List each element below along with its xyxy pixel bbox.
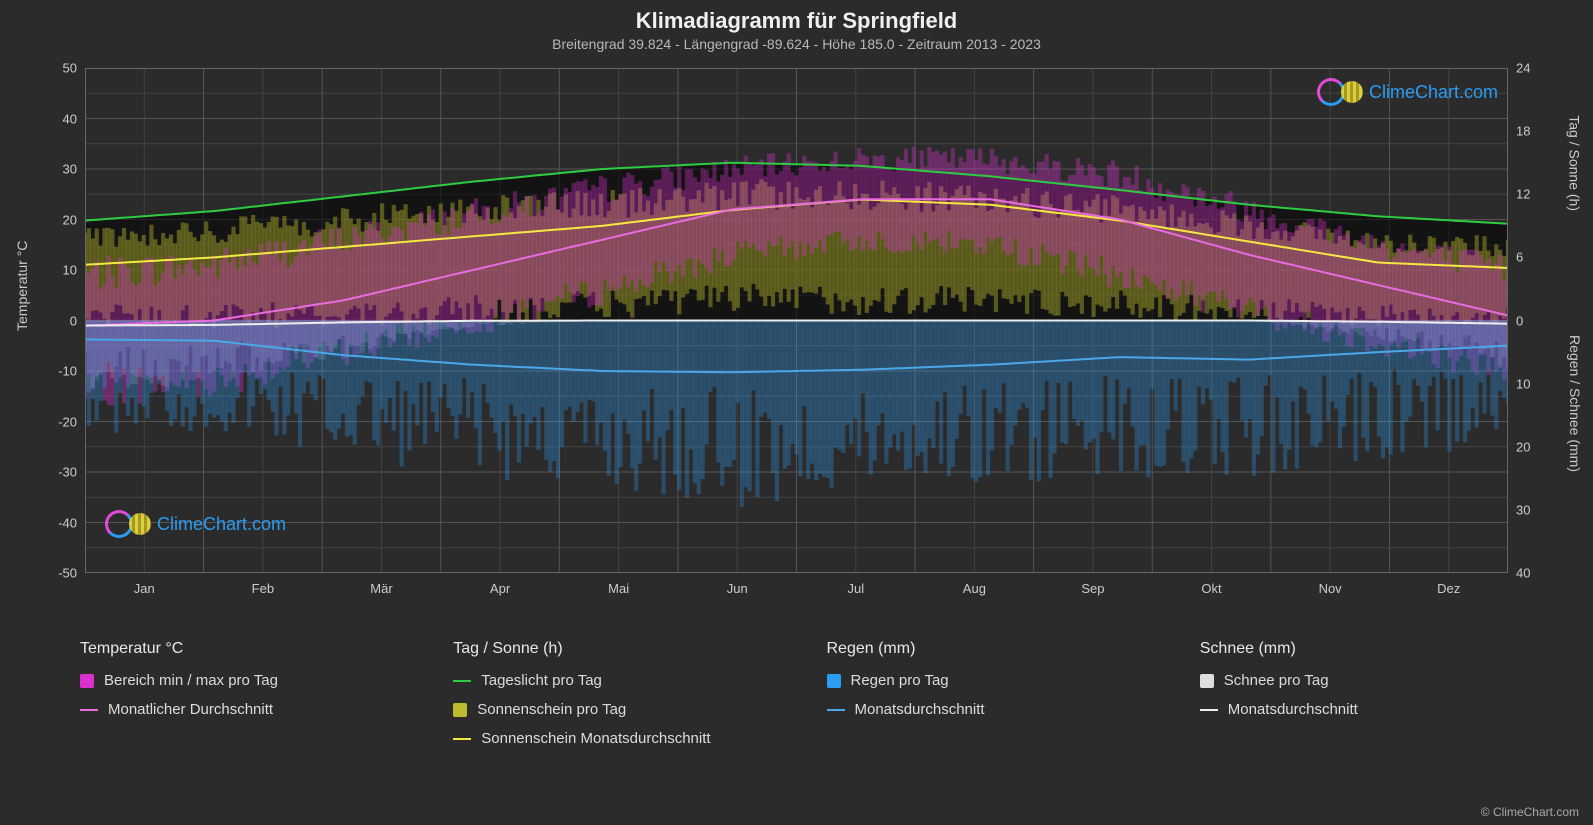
legend-column: Tag / Sonne (h) Tageslicht pro Tag Sonnens… bbox=[453, 640, 786, 759]
axis-tick: 50 bbox=[37, 61, 77, 76]
axis-tick: -50 bbox=[37, 566, 77, 581]
legend-item: Schnee pro Tag bbox=[1200, 672, 1533, 689]
axis-tick: 40 bbox=[37, 111, 77, 126]
legend-item: Bereich min / max pro Tag bbox=[80, 672, 413, 689]
chart-area: ClimeChart.com ClimeChart.com -50-40-30-… bbox=[30, 58, 1563, 603]
legend-column: Temperatur °C Bereich min / max pro Tag Mo… bbox=[80, 640, 413, 759]
legend-swatch bbox=[80, 709, 98, 711]
axis-tick: 40 bbox=[1516, 566, 1556, 581]
axis-tick: 10 bbox=[37, 263, 77, 278]
legend-title: Tag / Sonne (h) bbox=[453, 640, 786, 658]
axis-tick: -40 bbox=[37, 515, 77, 530]
legend-swatch bbox=[1200, 674, 1214, 688]
axis-tick: 0 bbox=[37, 313, 77, 328]
legend-item: Monatsdurchschnitt bbox=[827, 701, 1160, 718]
legend-column: Regen (mm) Regen pro Tag Monatsdurchschnit… bbox=[827, 640, 1160, 759]
legend-label: Sonnenschein pro Tag bbox=[477, 701, 626, 718]
legend-swatch bbox=[453, 738, 471, 740]
axis-tick: 30 bbox=[1516, 502, 1556, 517]
axis-tick: Dez bbox=[1437, 581, 1460, 596]
axis-tick: 6 bbox=[1516, 250, 1556, 265]
axis-tick: 18 bbox=[1516, 124, 1556, 139]
axis-tick: Nov bbox=[1319, 581, 1342, 596]
legend-label: Tageslicht pro Tag bbox=[481, 672, 602, 689]
axis-tick: Jul bbox=[847, 581, 864, 596]
legend-item: Tageslicht pro Tag bbox=[453, 672, 786, 689]
axis-tick: Jun bbox=[727, 581, 748, 596]
axis-tick: Feb bbox=[252, 581, 274, 596]
axis-tick: -10 bbox=[37, 364, 77, 379]
legend-column: Schnee (mm) Schnee pro Tag Monatsdurchschn… bbox=[1200, 640, 1533, 759]
axis-tick: Okt bbox=[1201, 581, 1221, 596]
legend-swatch bbox=[1200, 709, 1218, 711]
axis-tick: 20 bbox=[37, 212, 77, 227]
axis-label-left: Temperatur °C bbox=[14, 240, 30, 330]
axis-tick: Apr bbox=[490, 581, 510, 596]
plot-area: ClimeChart.com ClimeChart.com -50-40-30-… bbox=[85, 68, 1508, 573]
legend: Temperatur °C Bereich min / max pro Tag Mo… bbox=[80, 640, 1533, 759]
axis-tick: -30 bbox=[37, 465, 77, 480]
legend-label: Monatsdurchschnitt bbox=[1228, 701, 1358, 718]
legend-label: Bereich min / max pro Tag bbox=[104, 672, 278, 689]
legend-label: Regen pro Tag bbox=[851, 672, 949, 689]
legend-label: Sonnenschein Monatsdurchschnitt bbox=[481, 730, 710, 747]
axis-tick: 30 bbox=[37, 162, 77, 177]
legend-swatch bbox=[827, 709, 845, 711]
legend-title: Schnee (mm) bbox=[1200, 640, 1533, 658]
legend-item: Regen pro Tag bbox=[827, 672, 1160, 689]
axis-tick: Mai bbox=[608, 581, 629, 596]
axis-tick: Mär bbox=[370, 581, 392, 596]
legend-item: Sonnenschein Monatsdurchschnitt bbox=[453, 730, 786, 747]
legend-swatch bbox=[80, 674, 94, 688]
chart-title: Klimadiagramm für Springfield bbox=[0, 8, 1593, 34]
legend-item: Sonnenschein pro Tag bbox=[453, 701, 786, 718]
axis-label-right-bot: Regen / Schnee (mm) bbox=[1567, 335, 1583, 472]
axis-tick: Sep bbox=[1081, 581, 1104, 596]
axis-tick: 20 bbox=[1516, 439, 1556, 454]
legend-swatch bbox=[453, 703, 467, 717]
axis-tick: -20 bbox=[37, 414, 77, 429]
legend-label: Monatlicher Durchschnitt bbox=[108, 701, 273, 718]
axis-tick: 24 bbox=[1516, 61, 1556, 76]
legend-item: Monatlicher Durchschnitt bbox=[80, 701, 413, 718]
axis-tick: Aug bbox=[963, 581, 986, 596]
axis-tick: 0 bbox=[1516, 313, 1556, 328]
legend-swatch bbox=[453, 680, 471, 682]
axis-tick: 10 bbox=[1516, 376, 1556, 391]
legend-label: Schnee pro Tag bbox=[1224, 672, 1329, 689]
legend-title: Regen (mm) bbox=[827, 640, 1160, 658]
legend-item: Monatsdurchschnitt bbox=[1200, 701, 1533, 718]
legend-swatch bbox=[827, 674, 841, 688]
legend-title: Temperatur °C bbox=[80, 640, 413, 658]
plot-svg bbox=[85, 68, 1508, 573]
axis-tick: 12 bbox=[1516, 187, 1556, 202]
axis-tick: Jan bbox=[134, 581, 155, 596]
legend-label: Monatsdurchschnitt bbox=[855, 701, 985, 718]
axis-label-right-top: Tag / Sonne (h) bbox=[1567, 115, 1583, 211]
copyright: © ClimeChart.com bbox=[1481, 805, 1579, 819]
chart-subtitle: Breitengrad 39.824 - Längengrad -89.624 … bbox=[0, 36, 1593, 52]
